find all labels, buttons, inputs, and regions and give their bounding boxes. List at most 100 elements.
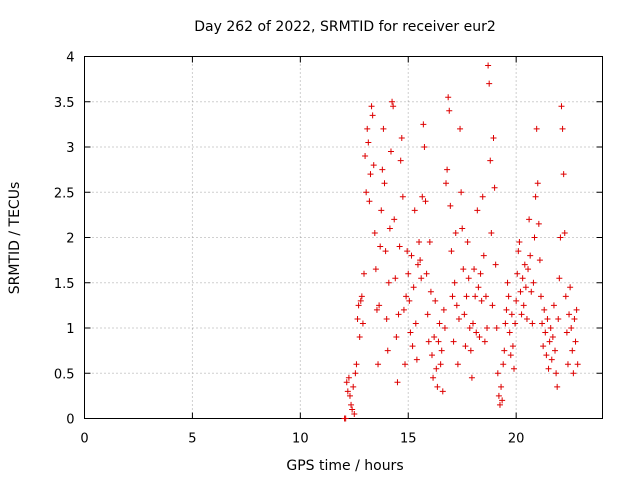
data-point bbox=[512, 320, 519, 327]
data-point bbox=[507, 352, 514, 359]
data-point bbox=[391, 216, 398, 223]
data-point bbox=[393, 334, 400, 341]
data-point bbox=[532, 193, 539, 200]
data-point bbox=[521, 261, 528, 268]
data-point bbox=[462, 343, 469, 350]
data-point bbox=[371, 229, 378, 236]
data-point bbox=[414, 261, 421, 268]
data-point bbox=[368, 103, 375, 110]
data-point bbox=[513, 297, 520, 304]
data-point bbox=[566, 311, 573, 318]
data-point bbox=[543, 352, 550, 359]
data-point bbox=[411, 207, 418, 214]
data-point bbox=[528, 288, 535, 295]
data-point bbox=[535, 220, 542, 227]
data-point bbox=[574, 361, 581, 368]
data-point bbox=[362, 153, 369, 160]
data-point bbox=[564, 361, 571, 368]
x-axis-label: GPS time / hours bbox=[286, 458, 403, 474]
data-point bbox=[446, 107, 453, 114]
data-point bbox=[485, 62, 492, 69]
data-point bbox=[448, 248, 455, 255]
data-point bbox=[453, 302, 460, 309]
data-point bbox=[437, 361, 444, 368]
data-point bbox=[522, 284, 529, 291]
data-point bbox=[558, 103, 565, 110]
data-point bbox=[547, 325, 554, 331]
data-point bbox=[439, 388, 446, 395]
data-point bbox=[426, 239, 433, 246]
data-point bbox=[413, 356, 420, 363]
data-point bbox=[410, 284, 417, 291]
data-point bbox=[392, 275, 399, 282]
data-point bbox=[417, 257, 424, 264]
data-point bbox=[460, 266, 467, 273]
data-point bbox=[418, 275, 425, 282]
data-point bbox=[441, 325, 448, 331]
x-tick-label: 15 bbox=[400, 432, 417, 447]
data-point bbox=[567, 284, 574, 291]
data-point bbox=[430, 374, 437, 381]
data-point bbox=[395, 311, 402, 318]
data-point bbox=[464, 239, 471, 246]
data-point bbox=[381, 180, 388, 187]
data-point bbox=[343, 379, 350, 386]
data-point bbox=[370, 162, 377, 169]
data-point bbox=[533, 125, 540, 132]
data-point bbox=[443, 180, 450, 187]
data-point bbox=[380, 125, 387, 132]
data-point bbox=[402, 361, 409, 368]
data-point bbox=[445, 94, 452, 101]
data-point bbox=[344, 388, 351, 395]
data-point bbox=[471, 266, 478, 273]
data-point bbox=[560, 171, 567, 178]
data-point bbox=[379, 166, 386, 173]
data-point bbox=[546, 338, 553, 345]
data-point bbox=[444, 166, 451, 173]
data-point bbox=[422, 198, 429, 205]
data-point bbox=[358, 293, 365, 300]
data-point bbox=[505, 293, 512, 300]
y-tick-label: 3.5 bbox=[54, 96, 75, 111]
data-point bbox=[342, 415, 349, 422]
data-point bbox=[549, 334, 556, 341]
data-point bbox=[504, 279, 511, 286]
data-point bbox=[350, 383, 357, 390]
data-point bbox=[450, 338, 457, 345]
data-point bbox=[400, 306, 407, 313]
data-point bbox=[355, 302, 362, 309]
data-point bbox=[386, 225, 393, 232]
data-point bbox=[526, 216, 533, 223]
data-point bbox=[363, 189, 370, 196]
data-point bbox=[517, 288, 524, 295]
data-point bbox=[424, 311, 431, 318]
data-point bbox=[372, 266, 379, 273]
scatter-points bbox=[341, 62, 581, 422]
data-point bbox=[555, 315, 562, 322]
data-point bbox=[568, 325, 575, 331]
data-point bbox=[451, 279, 458, 286]
data-point bbox=[404, 248, 411, 255]
data-point bbox=[356, 334, 363, 341]
data-point bbox=[349, 406, 356, 413]
data-point bbox=[570, 370, 577, 377]
data-point bbox=[536, 257, 543, 264]
data-point bbox=[511, 365, 518, 372]
data-point bbox=[491, 184, 498, 191]
data-point bbox=[465, 275, 472, 282]
data-point bbox=[423, 270, 430, 277]
data-point bbox=[436, 320, 443, 327]
data-point bbox=[459, 225, 466, 232]
chart-title: Day 262 of 2022, SRMTID for receiver eur… bbox=[194, 19, 496, 35]
data-point bbox=[548, 356, 555, 363]
data-point bbox=[490, 134, 497, 141]
data-point bbox=[431, 334, 438, 341]
data-point bbox=[482, 293, 489, 300]
y-tick-label: 2 bbox=[66, 232, 74, 247]
x-tick-labels: 0 5 10 15 20 bbox=[80, 432, 524, 447]
data-point bbox=[382, 248, 389, 255]
data-point bbox=[408, 252, 415, 259]
data-point bbox=[477, 270, 484, 277]
data-point bbox=[529, 320, 536, 327]
data-point bbox=[527, 252, 534, 259]
